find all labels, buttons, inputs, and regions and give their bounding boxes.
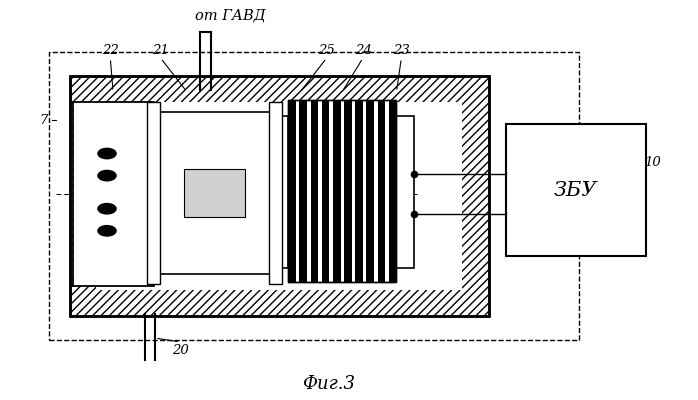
Bar — [96, 102, 462, 290]
Bar — [70, 76, 489, 316]
Bar — [271, 116, 288, 268]
Bar — [355, 100, 363, 282]
Text: ЗБУ: ЗБУ — [554, 180, 597, 200]
Bar — [73, 102, 154, 286]
Bar — [396, 116, 414, 268]
Text: 23: 23 — [393, 44, 410, 56]
Circle shape — [98, 226, 116, 236]
Text: 20: 20 — [172, 344, 188, 356]
Bar — [70, 76, 489, 316]
Bar — [184, 169, 245, 217]
Bar — [366, 100, 374, 282]
Text: от ГАВД: от ГАВД — [195, 8, 266, 22]
Bar — [49, 52, 579, 340]
Bar — [288, 100, 296, 282]
Bar — [288, 100, 396, 282]
Bar — [378, 100, 385, 282]
Bar — [154, 112, 276, 274]
Circle shape — [98, 148, 116, 159]
Bar — [299, 100, 307, 282]
Bar — [506, 124, 646, 256]
Bar — [269, 102, 282, 284]
Bar — [344, 100, 352, 282]
Bar — [311, 100, 318, 282]
Bar — [322, 100, 329, 282]
Bar — [333, 100, 341, 282]
Text: Фиг.3: Фиг.3 — [302, 375, 355, 393]
Text: 25: 25 — [318, 44, 335, 56]
Text: 22: 22 — [102, 44, 119, 56]
Text: 21: 21 — [152, 44, 169, 56]
Text: 7: 7 — [39, 114, 47, 126]
Circle shape — [98, 170, 116, 181]
Bar — [147, 102, 160, 284]
Text: 10: 10 — [644, 156, 661, 168]
Text: 24: 24 — [355, 44, 371, 56]
Circle shape — [98, 204, 116, 214]
Bar — [389, 100, 396, 282]
Bar — [288, 100, 396, 282]
